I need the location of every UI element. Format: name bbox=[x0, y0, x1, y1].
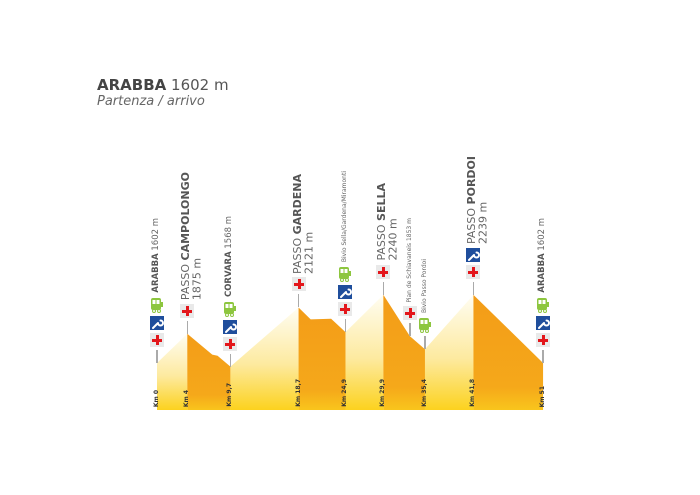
start-subtitle: Partenza / arrivo bbox=[97, 94, 205, 109]
stop-label: PASSO GARDENA 2121 m bbox=[290, 173, 316, 274]
descent-segment bbox=[187, 333, 231, 410]
stop-marker-line bbox=[409, 323, 411, 337]
wrench-assistance-icon bbox=[223, 319, 238, 334]
stop-label: PASSO PORDOI 2239 m bbox=[465, 155, 490, 244]
stop-name-bold: SELLA bbox=[375, 183, 389, 222]
stop-name: ARABBA 1602 m bbox=[151, 218, 161, 293]
km-label: Km 29,9 bbox=[379, 379, 387, 407]
bus-icon bbox=[150, 297, 164, 313]
first-aid-cross-icon bbox=[466, 264, 481, 279]
descent-segment bbox=[383, 294, 425, 410]
stop-name: PASSO GARDENA bbox=[290, 173, 304, 274]
stop-name-bold: PORDOI bbox=[465, 155, 479, 205]
stop-label: Pian de Schiavaneis 1853 m bbox=[405, 217, 413, 303]
stop-marker-line bbox=[542, 350, 544, 363]
stop-marker-line bbox=[186, 320, 189, 334]
stop-marker-line bbox=[382, 281, 385, 295]
km-label: Km 51 bbox=[539, 385, 547, 407]
bus-icon bbox=[536, 297, 550, 313]
ascent-segment bbox=[424, 294, 474, 410]
descent-segment bbox=[473, 294, 544, 410]
ascent-segment bbox=[230, 307, 299, 410]
stop-name-bold: GARDENA bbox=[290, 173, 304, 234]
wrench-assistance-icon bbox=[466, 247, 481, 262]
bus-icon bbox=[418, 317, 432, 334]
stop-marker-line bbox=[297, 294, 300, 308]
stop-elevation: 2121 m bbox=[302, 231, 316, 274]
stop-label: PASSO CAMPOLONGO 1875 m bbox=[179, 171, 204, 300]
km-label: Km 9,7 bbox=[226, 383, 234, 407]
stop-marker-line bbox=[424, 336, 426, 350]
wrench-assistance-icon bbox=[150, 316, 164, 330]
stop-elevation-inline: 1602 m bbox=[151, 218, 161, 254]
first-aid-cross-icon bbox=[291, 277, 306, 292]
first-aid-cross-icon bbox=[223, 336, 238, 351]
bus-icon bbox=[223, 301, 237, 317]
first-aid-cross-icon bbox=[180, 303, 195, 318]
stop-name-prefix: Pian de Schiavaneis 1853 m bbox=[405, 217, 413, 303]
stop-name: Bivio Sella/Gardena/Miramonti bbox=[341, 171, 349, 263]
stop-label: CORVARA 1568 m bbox=[224, 215, 235, 297]
km-label: Km 0 bbox=[153, 389, 160, 407]
stop-label: ARABBA 1602 m bbox=[151, 218, 161, 293]
stop-name: Bivio Passo Pordoi bbox=[420, 259, 428, 314]
stop-elevation: 2239 m bbox=[476, 201, 490, 244]
descent-segment bbox=[298, 307, 346, 410]
start-elevation: 1602 m bbox=[171, 76, 229, 94]
stop-marker-line bbox=[229, 353, 232, 367]
stop-name-bold: CORVARA bbox=[224, 250, 235, 297]
stop-name-bold: CAMPOLONGO bbox=[179, 171, 193, 261]
stop-elevation: 2240 m bbox=[386, 218, 400, 261]
first-aid-cross-icon bbox=[150, 333, 164, 347]
stop-marker-line bbox=[156, 350, 158, 363]
stop-marker-line bbox=[472, 281, 475, 295]
stop-label: Bivio Sella/Gardena/Miramonti bbox=[341, 171, 349, 263]
stop-name: CORVARA 1568 m bbox=[224, 215, 235, 297]
stop-marker-line bbox=[344, 319, 347, 333]
stop-label: PASSO SELLA 2240 m bbox=[375, 183, 400, 261]
ascent-segment bbox=[345, 294, 384, 410]
first-aid-cross-icon bbox=[376, 264, 391, 279]
first-aid-cross-icon bbox=[536, 333, 551, 347]
stop-elevation: 1875 m bbox=[190, 257, 204, 300]
stop-elevation-inline: 1602 m bbox=[537, 218, 548, 254]
stop-name-prefix: Bivio Passo Pordoi bbox=[420, 259, 428, 314]
first-aid-cross-icon bbox=[402, 306, 417, 321]
start-name: ARABBA bbox=[97, 76, 167, 94]
first-aid-cross-icon bbox=[338, 302, 353, 317]
km-label: Km 35,4 bbox=[420, 379, 428, 407]
stop-elevation-inline: 1568 m bbox=[224, 215, 235, 251]
stop-name-bold: ARABBA bbox=[151, 253, 161, 293]
stop-name-bold: ARABBA bbox=[537, 253, 548, 293]
stop-label: Bivio Passo Pordoi bbox=[420, 259, 428, 314]
bus-icon bbox=[338, 266, 352, 283]
ascent-segment bbox=[157, 333, 188, 410]
km-label: Km 4 bbox=[183, 389, 191, 407]
km-label: Km 41,8 bbox=[469, 379, 477, 407]
stop-name: ARABBA 1602 m bbox=[537, 218, 548, 293]
stop-label: ARABBA 1602 m bbox=[537, 218, 548, 293]
start-title: ARABBA 1602 m bbox=[97, 76, 229, 94]
km-label: Km 24,9 bbox=[341, 379, 349, 407]
stop-name: Pian de Schiavaneis 1853 m bbox=[405, 217, 413, 303]
km-label: Km 18,7 bbox=[294, 379, 302, 407]
wrench-assistance-icon bbox=[338, 285, 353, 300]
stop-name-prefix: Bivio Sella/Gardena/Miramonti bbox=[341, 171, 349, 263]
wrench-assistance-icon bbox=[536, 316, 551, 330]
